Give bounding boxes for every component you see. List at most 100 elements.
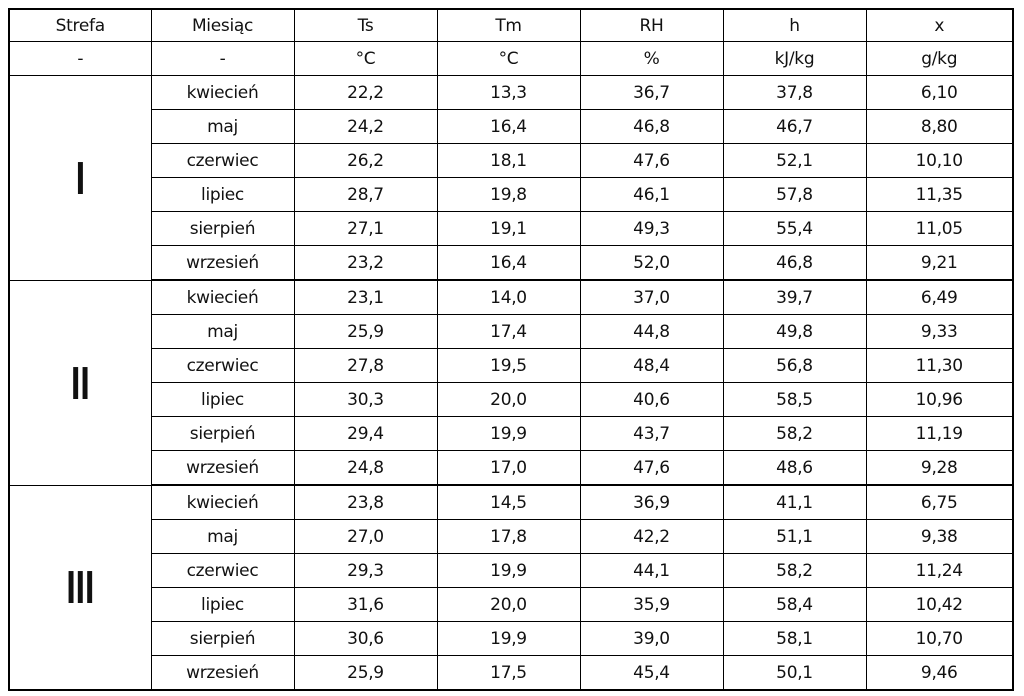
- value-cell: 9,38: [865, 519, 1014, 554]
- value-cell: 11,19: [865, 416, 1014, 451]
- value-cell: 45,4: [579, 655, 724, 691]
- value-cell: 46,1: [579, 177, 724, 212]
- data-row: czerwiec 27,8 19,5 48,4 56,8 11,30: [9, 348, 1014, 383]
- unit-cell: %: [579, 41, 724, 76]
- header-cell: RH: [579, 8, 724, 42]
- value-cell: 16,4: [436, 245, 581, 281]
- value-cell: 6,75: [865, 484, 1014, 520]
- data-row: wrzesień 23,2 16,4 52,0 46,8 9,21: [9, 245, 1014, 281]
- value-cell: 10,70: [865, 621, 1014, 656]
- month-cell: kwiecień: [150, 279, 295, 315]
- value-cell: 28,7: [293, 177, 438, 212]
- value-cell: 23,1: [293, 279, 438, 315]
- zone-label: II: [70, 356, 90, 409]
- value-cell: 46,7: [722, 109, 867, 144]
- unit-cell: °C: [293, 41, 438, 76]
- value-cell: 39,7: [722, 279, 867, 315]
- value-cell: 18,1: [436, 143, 581, 178]
- value-cell: 31,6: [293, 587, 438, 622]
- value-cell: 23,2: [293, 245, 438, 281]
- value-cell: 13,3: [436, 75, 581, 110]
- value-cell: 29,4: [293, 416, 438, 451]
- value-cell: 22,2: [293, 75, 438, 110]
- unit-cell: -: [150, 41, 295, 76]
- value-cell: 11,24: [865, 553, 1014, 588]
- zone-label: III: [66, 561, 95, 614]
- value-cell: 58,5: [722, 382, 867, 417]
- value-cell: 10,10: [865, 143, 1014, 178]
- value-cell: 6,49: [865, 279, 1014, 315]
- value-cell: 25,9: [293, 655, 438, 691]
- value-cell: 19,1: [436, 211, 581, 246]
- data-row: maj 24,2 16,4 46,8 46,7 8,80: [9, 109, 1014, 144]
- value-cell: 30,3: [293, 382, 438, 417]
- month-cell: maj: [150, 519, 295, 554]
- units-row: - - °C °C% kJ/kg g/kg: [8, 41, 1014, 76]
- header-cell: x: [865, 8, 1014, 42]
- value-cell: 58,2: [722, 416, 867, 451]
- zone-cell: I: [8, 75, 152, 281]
- month-cell: wrzesień: [150, 655, 295, 691]
- value-cell: 30,6: [293, 621, 438, 656]
- value-cell: 20,0: [436, 587, 581, 622]
- data-row: lipiec 31,6 20,0 35,9 58,4 10,42: [9, 587, 1014, 622]
- value-cell: 40,6: [579, 382, 724, 417]
- zone-label: I: [75, 151, 86, 204]
- value-cell: 57,8: [722, 177, 867, 212]
- value-cell: 10,42: [865, 587, 1014, 622]
- value-cell: 20,0: [436, 382, 581, 417]
- zone-cell: II: [8, 279, 152, 486]
- value-cell: 51,1: [722, 519, 867, 554]
- zone-cell: III: [8, 484, 152, 691]
- month-cell: wrzesień: [150, 245, 295, 281]
- value-cell: 26,2: [293, 143, 438, 178]
- value-cell: 43,7: [579, 416, 724, 451]
- month-cell: maj: [150, 109, 295, 144]
- value-cell: 37,8: [722, 75, 867, 110]
- value-cell: 48,6: [722, 450, 867, 486]
- value-cell: 29,3: [293, 553, 438, 588]
- month-cell: lipiec: [150, 587, 295, 622]
- value-cell: 23,8: [293, 484, 438, 520]
- month-cell: lipiec: [150, 177, 295, 212]
- value-cell: 39,0: [579, 621, 724, 656]
- month-cell: kwiecień: [150, 75, 295, 110]
- value-cell: 6,10: [865, 75, 1014, 110]
- data-row: lipiec 28,7 19,8 46,1 57,8 11,35: [9, 177, 1014, 212]
- value-cell: 19,9: [436, 621, 581, 656]
- value-cell: 56,8: [722, 348, 867, 383]
- value-cell: 58,1: [722, 621, 867, 656]
- value-cell: 11,30: [865, 348, 1014, 383]
- unit-cell: kJ/kg: [722, 41, 867, 76]
- data-row: wrzesień 25,9 17,5 45,4 50,1 9,46: [9, 655, 1014, 691]
- value-cell: 42,2: [579, 519, 724, 554]
- value-cell: 46,8: [722, 245, 867, 281]
- value-cell: 36,9: [579, 484, 724, 520]
- value-cell: 52,0: [579, 245, 724, 281]
- value-cell: 17,4: [436, 314, 581, 349]
- value-cell: 44,1: [579, 553, 724, 588]
- value-cell: 47,6: [579, 450, 724, 486]
- value-cell: 9,21: [865, 245, 1014, 281]
- value-cell: 44,8: [579, 314, 724, 349]
- month-cell: sierpień: [150, 416, 295, 451]
- value-cell: 14,5: [436, 484, 581, 520]
- value-cell: 27,8: [293, 348, 438, 383]
- value-cell: 19,8: [436, 177, 581, 212]
- value-cell: 35,9: [579, 587, 724, 622]
- value-cell: 11,05: [865, 211, 1014, 246]
- value-cell: 14,0: [436, 279, 581, 315]
- value-cell: 17,0: [436, 450, 581, 486]
- value-cell: 36,7: [579, 75, 724, 110]
- value-cell: 49,8: [722, 314, 867, 349]
- value-cell: 19,9: [436, 553, 581, 588]
- month-cell: maj: [150, 314, 295, 349]
- data-row: II kwiecień 23,1 14,0 37,0 39,7 6,49: [8, 279, 1014, 486]
- header-row: Strefa Miesiąc Ts Tm RH h x: [8, 8, 1014, 42]
- data-row: czerwiec 26,2 18,1 47,6 52,1 10,10: [9, 143, 1014, 178]
- unit-cell: g/kg: [865, 41, 1014, 76]
- value-cell: 50,1: [722, 655, 867, 691]
